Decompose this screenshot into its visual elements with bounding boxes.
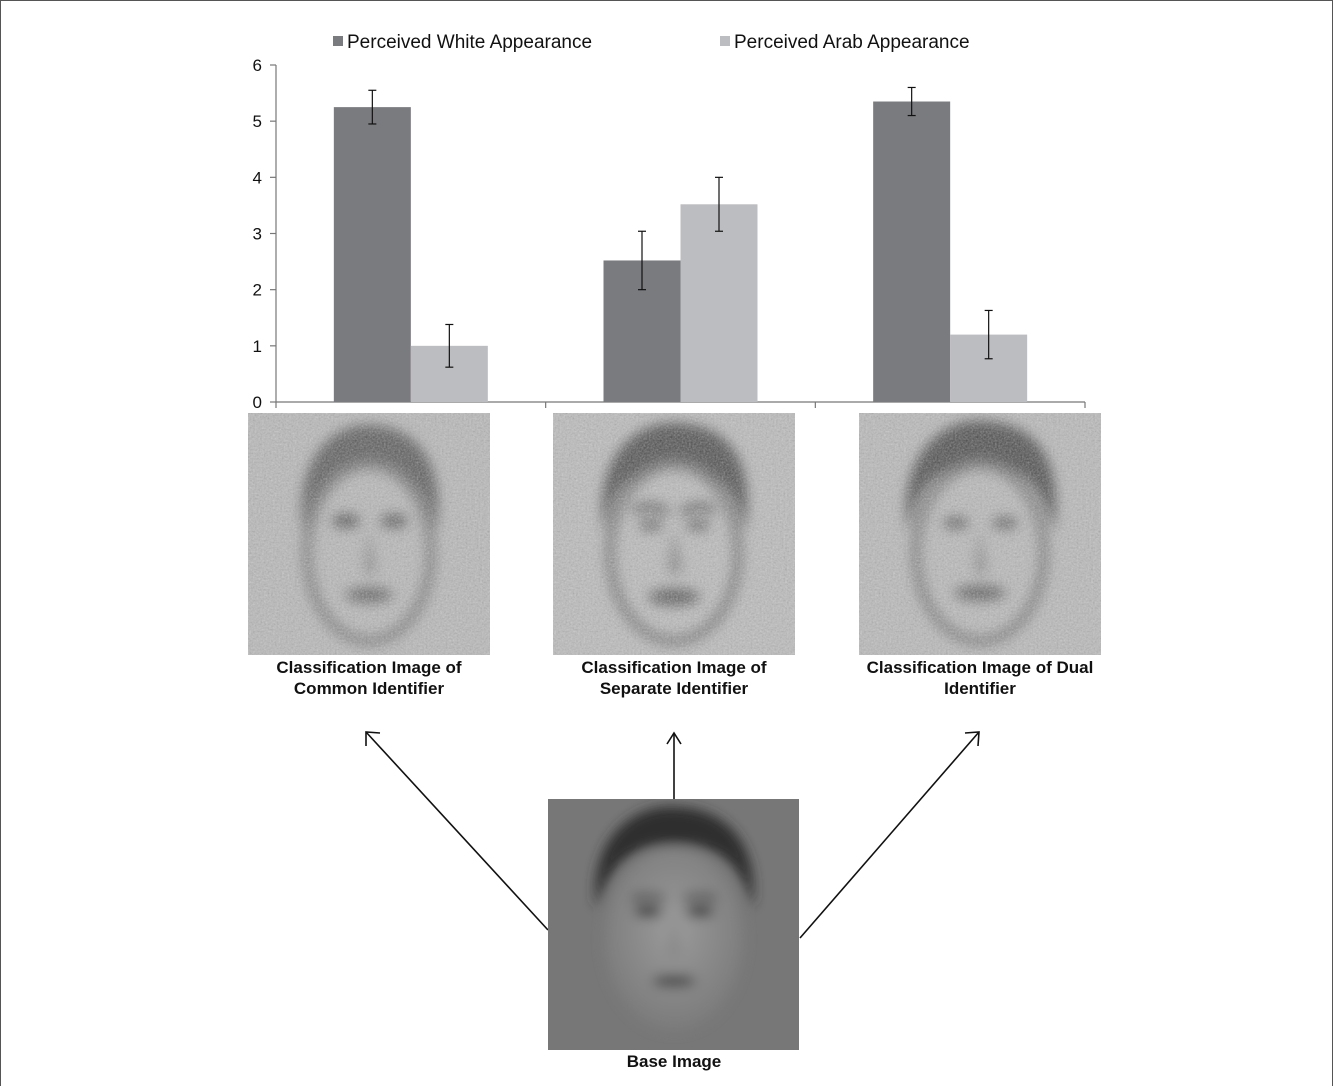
legend-swatch: [720, 36, 730, 46]
bars: [333, 86, 1028, 402]
separate-identifier-caption: Classification Image of Separate Identif…: [534, 657, 814, 699]
dual-identifier-face-image: [859, 413, 1101, 655]
legend-label: Perceived Arab Appearance: [734, 32, 970, 53]
x-axis: [275, 401, 1086, 408]
common-identifier-face-image: [248, 413, 490, 655]
legend-label: Perceived White Appearance: [347, 32, 592, 53]
y-tick-label: 6: [253, 56, 262, 75]
common-caption-line1: Classification Image of: [276, 658, 462, 677]
y-tick-label: 1: [253, 337, 262, 356]
base-image-caption: Base Image: [626, 1052, 722, 1071]
base-face-image: [548, 799, 799, 1050]
bar-chart: Perceived White Appearance Perceived Arab…: [253, 32, 1086, 410]
bar: [873, 101, 951, 402]
separate-caption-line2: Separate Identifier: [599, 679, 749, 698]
legend-swatch: [333, 36, 343, 46]
y-tick-label: 0: [253, 393, 262, 410]
y-tick-label: 5: [253, 112, 262, 131]
y-tick-label: 2: [253, 281, 262, 300]
y-axis: 0 1 2 3 4 5 6: [253, 56, 277, 410]
bar: [333, 107, 411, 402]
separate-identifier-face-image: [553, 413, 795, 655]
bar: [680, 204, 758, 402]
y-tick-label: 4: [253, 168, 262, 187]
y-tick-label: 3: [253, 225, 262, 244]
dual-identifier-caption: Classification Image of Dual Identifier: [840, 657, 1120, 699]
dual-caption-line1: Classification Image of Dual: [866, 658, 1094, 677]
common-caption-line2: Common Identifier: [293, 679, 445, 698]
separate-caption-line1: Classification Image of: [581, 658, 767, 677]
legend: Perceived White Appearance Perceived Arab…: [333, 32, 970, 53]
dual-caption-line2: Identifier: [944, 679, 1016, 698]
common-identifier-caption: Classification Image of Common Identifie…: [229, 657, 509, 699]
